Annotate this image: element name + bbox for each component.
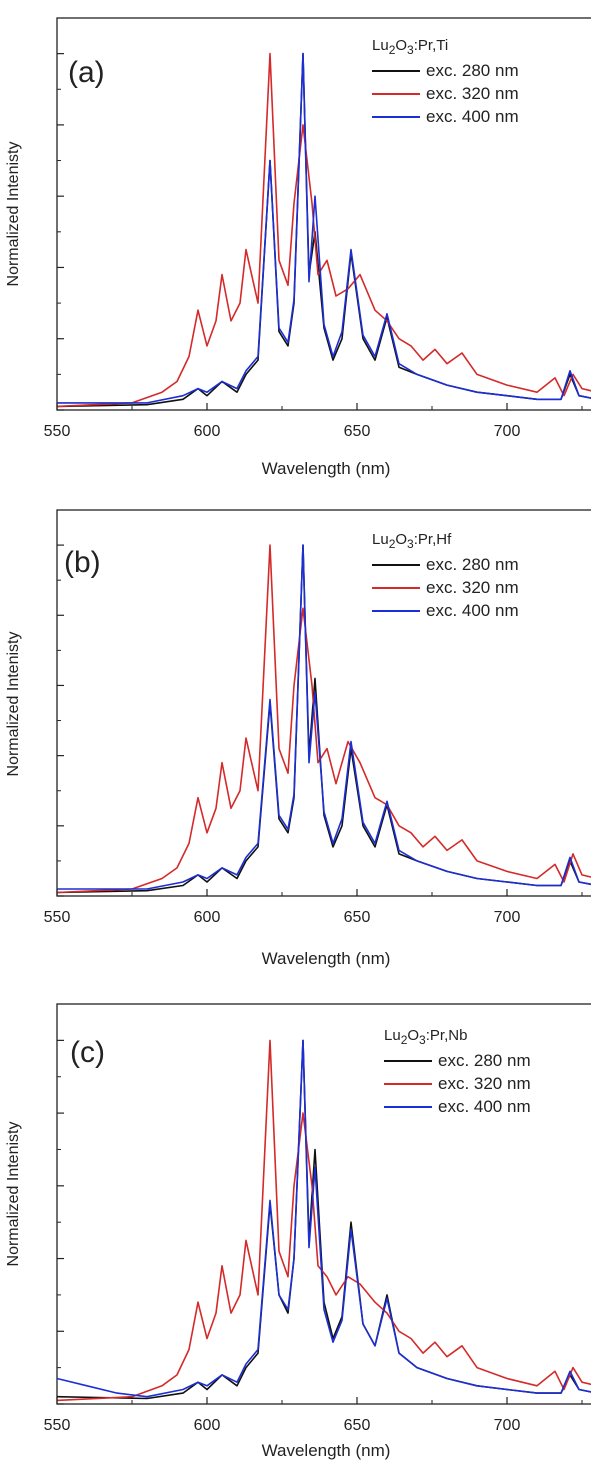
axis-ticks: 550 600 650 700	[44, 1039, 583, 1434]
legend-label: exc. 320 nm	[426, 84, 519, 103]
x-tick-label: 700	[494, 909, 521, 926]
panel-label: (a)	[68, 56, 105, 89]
series-line-3	[57, 52, 591, 404]
legend-label: exc. 280 nm	[426, 555, 519, 574]
x-tick-label: 550	[44, 1417, 71, 1434]
x-axis-label: Wavelength (nm)	[262, 1441, 391, 1460]
legend: exc. 280 nm exc. 320 nm exc. 400 nm	[372, 61, 519, 126]
x-tick-label: 600	[194, 1417, 221, 1434]
legend-title: Lu2O3:Pr,Hf	[372, 531, 452, 551]
legend-label: exc. 320 nm	[426, 578, 519, 597]
series-line-1	[56, 1039, 591, 1400]
panel-label: (b)	[64, 546, 101, 579]
x-tick-label: 550	[44, 909, 71, 926]
x-tick-label: 700	[494, 423, 521, 440]
x-tick-label: 700	[494, 1417, 521, 1434]
legend-label: exc. 400 nm	[426, 601, 519, 620]
chart-panel-b: 550 600 650 700 (b) Normalized Intenisty Wa…	[5, 509, 591, 968]
x-tick-label: 600	[194, 423, 221, 440]
legend-label: exc. 280 nm	[426, 61, 519, 80]
series-line-3	[57, 544, 591, 890]
legend-label: exc. 280 nm	[438, 1051, 531, 1070]
series-line-1	[56, 544, 591, 894]
x-tick-label: 650	[344, 1417, 371, 1434]
series-line-3	[56, 1039, 591, 1398]
axis-ticks: 550 600 650 700	[44, 544, 583, 926]
legend: exc. 280 nm exc. 320 nm exc. 400 nm	[384, 1051, 531, 1116]
series-lines	[56, 52, 591, 408]
legend-label: exc. 400 nm	[438, 1097, 531, 1116]
legend: exc. 280 nm exc. 320 nm exc. 400 nm	[372, 555, 519, 620]
series-line-2	[56, 1039, 591, 1402]
legend-label: exc. 400 nm	[426, 107, 519, 126]
series-lines	[56, 544, 591, 894]
x-tick-label: 650	[344, 423, 371, 440]
axis-ticks: 550 600 650 700	[44, 53, 583, 440]
plot-frame	[56, 1003, 591, 1405]
series-line-2	[56, 52, 591, 408]
legend-label: exc. 320 nm	[438, 1074, 531, 1093]
x-axis-label: Wavelength (nm)	[262, 949, 391, 968]
series-lines	[56, 1039, 591, 1402]
x-tick-label: 550	[44, 423, 71, 440]
chart-panel-a: 550 600 650 700 (a) Normalized Intenisty Wa…	[5, 17, 591, 478]
plot-frame	[56, 509, 591, 897]
series-line-2	[56, 544, 591, 894]
x-tick-label: 650	[344, 909, 371, 926]
chart-panel-c: 550 600 650 700 (c) Normalized Intenisty Wa…	[5, 1003, 591, 1460]
y-axis-label: Normalized Intenisty	[5, 632, 22, 777]
x-tick-label: 600	[194, 909, 221, 926]
panel-label: (c)	[70, 1036, 105, 1069]
x-axis-label: Wavelength (nm)	[262, 459, 391, 478]
plot-frame	[56, 17, 591, 411]
legend-title: Lu2O3:Pr,Nb	[384, 1027, 467, 1047]
y-axis-label: Normalized Intenisty	[5, 142, 22, 287]
legend-title: Lu2O3:Pr,Ti	[372, 37, 448, 57]
y-axis-label: Normalized Intenisty	[5, 1122, 22, 1267]
